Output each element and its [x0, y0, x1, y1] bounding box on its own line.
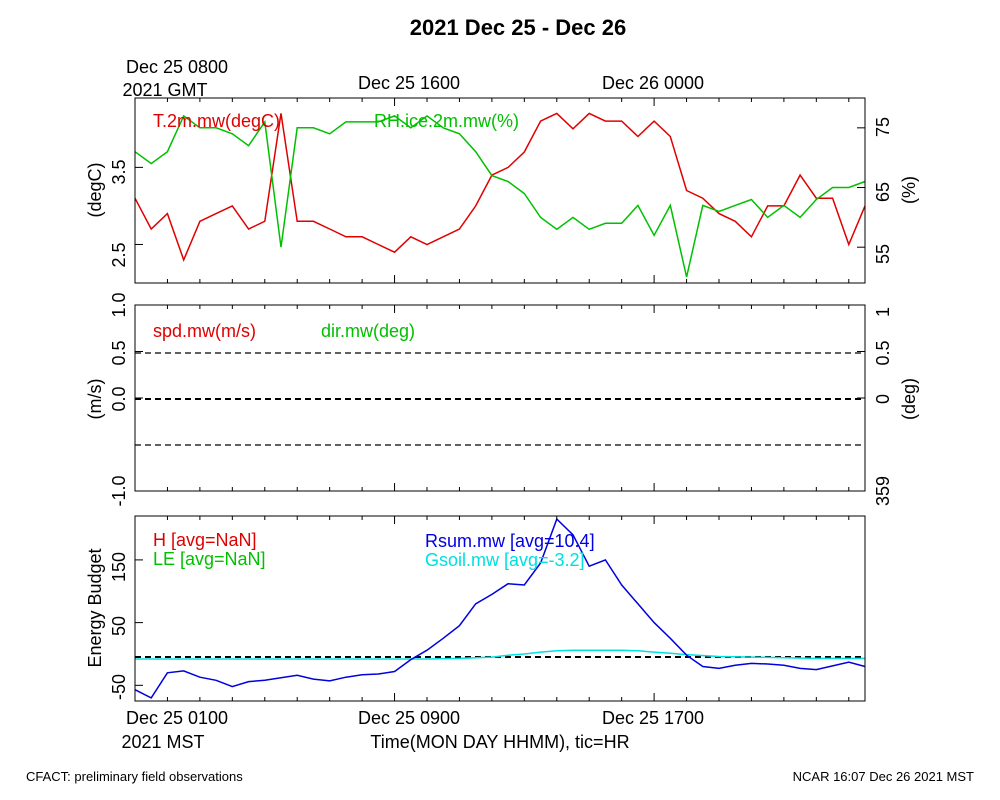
- panel-2-ytick-right-0: 359: [873, 476, 893, 506]
- panel-1-ytick-right-1: 65: [873, 182, 893, 202]
- panel-2-ylabel-right: (deg): [899, 378, 919, 420]
- panel-1-ytick-left-0: 2.5: [109, 242, 129, 267]
- panel-3-frame: [134, 515, 866, 702]
- panel-1-ylabel-right: (%): [899, 176, 919, 204]
- bottom-axis-label-1: Dec 25 0900: [358, 708, 460, 728]
- bottom-axis-label-2: Dec 25 1700: [602, 708, 704, 728]
- panel-2-ytick-left-0: -1.0: [109, 475, 129, 506]
- legend-rh: RH.ice.2m.mw(%): [374, 111, 519, 131]
- bottom-axis-sub-label: 2021 MST: [121, 732, 204, 752]
- legend-direction: dir.mw(deg): [321, 321, 415, 341]
- series-rsum-line: [134, 517, 866, 699]
- panel-1-ytick-right-2: 75: [873, 117, 893, 137]
- panel-1-ytick-left-1: 3.5: [109, 159, 129, 184]
- series-rh-line: [134, 114, 866, 278]
- footer-right: NCAR 16:07 Dec 26 2021 MST: [793, 769, 974, 784]
- top-axis-label-2: Dec 26 0000: [602, 73, 704, 93]
- panel-1-ylabel-left: (degC): [85, 162, 105, 217]
- legend-rsum: Rsum.mw [avg=10.4]: [425, 531, 595, 551]
- legend-h: H [avg=NaN]: [153, 530, 257, 550]
- panel-2-ytick-right-1: 0: [873, 394, 893, 404]
- panel-temperature-rh: T.2m.mw(degC) RH.ice.2m.mw(%) (degC) (%)…: [85, 97, 919, 284]
- top-axis-sub-label: 2021 GMT: [122, 80, 207, 100]
- bottom-axis-label-0: Dec 25 0100: [126, 708, 228, 728]
- series-gsoil-line: [135, 649, 865, 660]
- footer-left: CFACT: preliminary field observations: [26, 769, 243, 784]
- panel-1-frame: [134, 97, 866, 284]
- panel-2-frame: [134, 304, 866, 492]
- panel-2-ytick-left-2: 0.5: [109, 340, 129, 365]
- panel-energy-budget: H [avg=NaN] LE [avg=NaN] Rsum.mw [avg=10…: [85, 515, 866, 702]
- panel-2-ytick-left-1: 0.0: [109, 386, 129, 411]
- panel-2-ytick-right-2: 0.5: [873, 340, 893, 365]
- top-axis-label-1: Dec 25 1600: [358, 73, 460, 93]
- legend-le: LE [avg=NaN]: [153, 549, 266, 569]
- chart-title: 2021 Dec 25 - Dec 26: [410, 15, 627, 40]
- panel-3-ytick-left-1: 50: [109, 616, 129, 636]
- panel-2-ylabel-left: (m/s): [85, 379, 105, 420]
- panel-3-ylabel-left: Energy Budget: [85, 548, 105, 667]
- panel-2-ytick-left-3: 1.0: [109, 292, 129, 317]
- panel-1-ytick-right-0: 55: [873, 244, 893, 264]
- panel-2-ytick-right-3: 1: [873, 307, 893, 317]
- top-axis-label-0: Dec 25 0800: [126, 57, 228, 77]
- panel-wind: spd.mw(m/s) dir.mw(deg) (m/s) (deg) -1.0…: [85, 292, 919, 506]
- legend-temperature: T.2m.mw(degC): [153, 111, 280, 131]
- legend-gsoil: Gsoil.mw [avg=-3.2]: [425, 550, 585, 570]
- x-axis-title: Time(MON DAY HHMM), tic=HR: [370, 732, 629, 752]
- series-temperature-line: [134, 112, 866, 262]
- panel-3-ytick-left-0: -50: [109, 674, 129, 700]
- legend-speed: spd.mw(m/s): [153, 321, 256, 341]
- panel-3-ytick-left-2: 150: [109, 552, 129, 582]
